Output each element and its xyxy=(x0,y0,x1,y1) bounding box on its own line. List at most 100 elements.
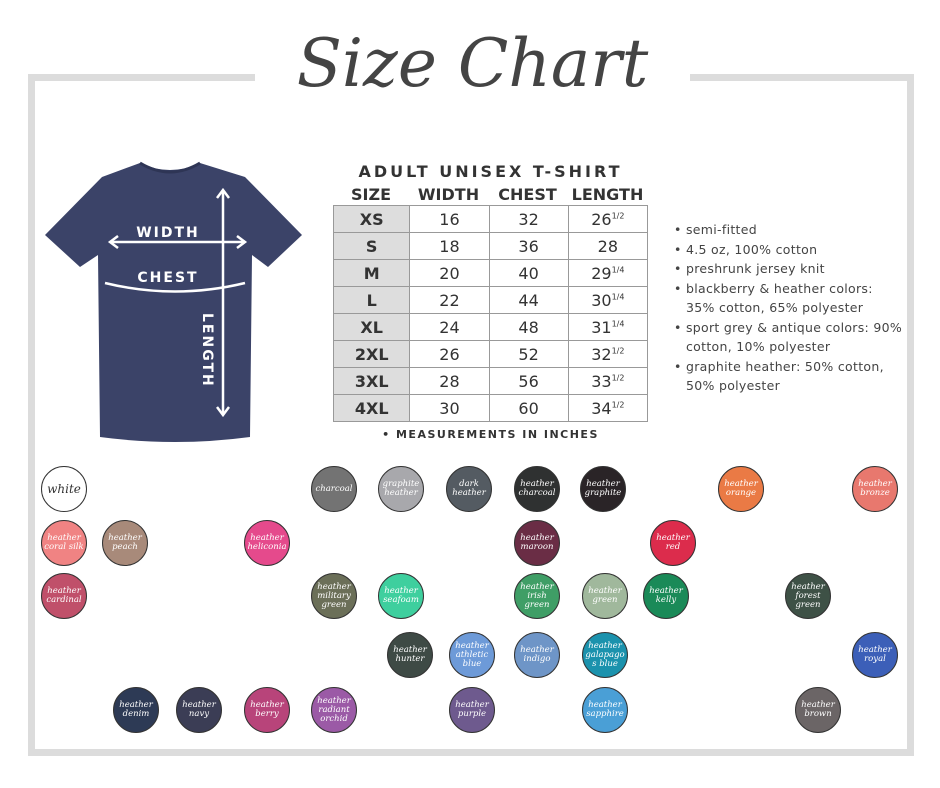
swatch-heather-seafoam: heather seafoam xyxy=(378,573,424,619)
length-value: 33 xyxy=(591,371,612,391)
swatch-heather-indigo: heather indigo xyxy=(514,632,560,678)
length-fraction: 1/4 xyxy=(611,319,625,329)
length-value: 34 xyxy=(591,398,612,418)
width-label: WIDTH xyxy=(136,225,200,241)
swatch-heather-graphite: heather graphite xyxy=(580,466,626,512)
swatch-white: white xyxy=(41,466,87,512)
title-background xyxy=(255,20,690,120)
size-table: XS 16 32 261/2 S 18 36 28 M 20 40 291/4 L 2… xyxy=(332,205,649,422)
table-row: 4XL 30 60 341/2 xyxy=(332,394,649,422)
length-fraction: 1/2 xyxy=(611,211,625,221)
length-value: 26 xyxy=(591,209,612,229)
swatch-heather-maroon: heather maroon xyxy=(514,520,560,566)
swatch-heather-purple: heather purple xyxy=(449,687,495,733)
swatch-heather-bronze: heather bronze xyxy=(852,466,898,512)
swatch-heather-irish-green: heather irish green xyxy=(514,573,560,619)
chest-cell: 40 xyxy=(488,259,569,287)
swatch-heather-green: heather green xyxy=(582,573,628,619)
length-value: 29 xyxy=(591,263,612,283)
table-row: XL 24 48 311/4 xyxy=(332,313,649,341)
chest-cell: 56 xyxy=(488,367,569,395)
length-label: LENGTH xyxy=(199,313,215,388)
chest-label: CHEST xyxy=(137,270,198,286)
length-fraction: 1/2 xyxy=(611,400,625,410)
measure-arrows xyxy=(104,187,248,418)
measurement-note: • MEASUREMENTS IN INCHES xyxy=(382,428,599,441)
width-cell: 28 xyxy=(409,367,490,395)
tshirt-shape xyxy=(45,163,302,442)
length-value: 32 xyxy=(591,344,612,364)
header-length: LENGTH xyxy=(571,185,644,204)
feature-item: graphite heather: 50% cotton, 50% polyes… xyxy=(674,357,904,396)
feature-list: semi-fitted4.5 oz, 100% cottonpreshrunk … xyxy=(674,220,904,396)
chest-cell: 44 xyxy=(488,286,569,314)
feature-item: blackberry & heather colors: 35% cotton,… xyxy=(674,279,904,318)
length-cell: 311/4 xyxy=(567,313,649,341)
length-fraction: 1/2 xyxy=(611,346,625,356)
size-cell: M xyxy=(332,259,411,287)
table-row: S 18 36 28 xyxy=(332,232,649,260)
swatch-heather-royal: heather royal xyxy=(852,632,898,678)
page-title: Size Chart xyxy=(296,25,649,102)
table-row: 2XL 26 52 321/2 xyxy=(332,340,649,368)
swatch-heather-hunter: heather hunter xyxy=(387,632,433,678)
swatch-heather-cardinal: heather cardinal xyxy=(41,573,87,619)
feature-item: preshrunk jersey knit xyxy=(674,259,904,279)
chest-cell: 48 xyxy=(488,313,569,341)
swatch-heather-heliconia: heather heliconia xyxy=(244,520,290,566)
length-cell: 291/4 xyxy=(567,259,649,287)
header-chest: CHEST xyxy=(498,185,557,204)
width-cell: 30 xyxy=(409,394,490,422)
table-row: 3XL 28 56 331/2 xyxy=(332,367,649,395)
table-row: XS 16 32 261/2 xyxy=(332,205,649,233)
width-cell: 18 xyxy=(409,232,490,260)
swatch-charcoal: charcoal xyxy=(311,466,357,512)
chest-cell: 60 xyxy=(488,394,569,422)
length-cell: 261/2 xyxy=(567,205,649,233)
length-fraction: 1/4 xyxy=(611,292,625,302)
swatch-heather-forest-green: heather forest green xyxy=(785,573,831,619)
swatch-heather-navy: heather navy xyxy=(176,687,222,733)
swatch-heather-kelly: heather kelly xyxy=(643,573,689,619)
header-width: WIDTH xyxy=(417,185,480,204)
swatch-dark-heather: dark heather xyxy=(446,466,492,512)
size-cell: 3XL xyxy=(332,367,411,395)
width-cell: 20 xyxy=(409,259,490,287)
swatch-heather-orange: heather orange xyxy=(718,466,764,512)
size-cell: XS xyxy=(332,205,411,233)
header-size: SIZE xyxy=(350,185,391,204)
size-cell: L xyxy=(332,286,411,314)
chest-cell: 36 xyxy=(488,232,569,260)
feature-item: 4.5 oz, 100% cotton xyxy=(674,240,904,260)
table-row: L 22 44 301/4 xyxy=(332,286,649,314)
size-cell: 4XL xyxy=(332,394,411,422)
tshirt-diagram: WIDTH CHEST LENGTH xyxy=(45,161,302,442)
swatch-graphite-heather: graphite heather xyxy=(378,466,424,512)
width-cell: 22 xyxy=(409,286,490,314)
length-fraction: 1/2 xyxy=(611,373,625,383)
size-cell: 2XL xyxy=(332,340,411,368)
table-title: ADULT UNISEX T-SHIRT xyxy=(358,162,623,181)
swatch-heather-galapagos-blue: heather galapagos blue xyxy=(582,632,628,678)
swatch-heather-berry: heather berry xyxy=(244,687,290,733)
swatch-heather-radiant-orchid: heather radiant orchid xyxy=(311,687,357,733)
length-fraction: 1/4 xyxy=(611,265,625,275)
length-cell: 28 xyxy=(567,232,649,260)
chest-cell: 52 xyxy=(488,340,569,368)
feature-item: semi-fitted xyxy=(674,220,904,240)
table-header: SIZE WIDTH CHEST LENGTH xyxy=(333,185,648,204)
length-value: 31 xyxy=(591,317,612,337)
chest-cell: 32 xyxy=(488,205,569,233)
swatch-heather-coral-silk: heather coral silk xyxy=(41,520,87,566)
length-cell: 321/2 xyxy=(567,340,649,368)
swatch-heather-brown: heather brown xyxy=(795,687,841,733)
swatch-heather-sapphire: heather sapphire xyxy=(582,687,628,733)
swatch-heather-denim: heather denim xyxy=(113,687,159,733)
swatch-heather-red: heather red xyxy=(650,520,696,566)
swatch-heather-charcoal: heather charcoal xyxy=(514,466,560,512)
length-cell: 331/2 xyxy=(567,367,649,395)
width-cell: 26 xyxy=(409,340,490,368)
size-cell: S xyxy=(332,232,411,260)
length-cell: 301/4 xyxy=(567,286,649,314)
